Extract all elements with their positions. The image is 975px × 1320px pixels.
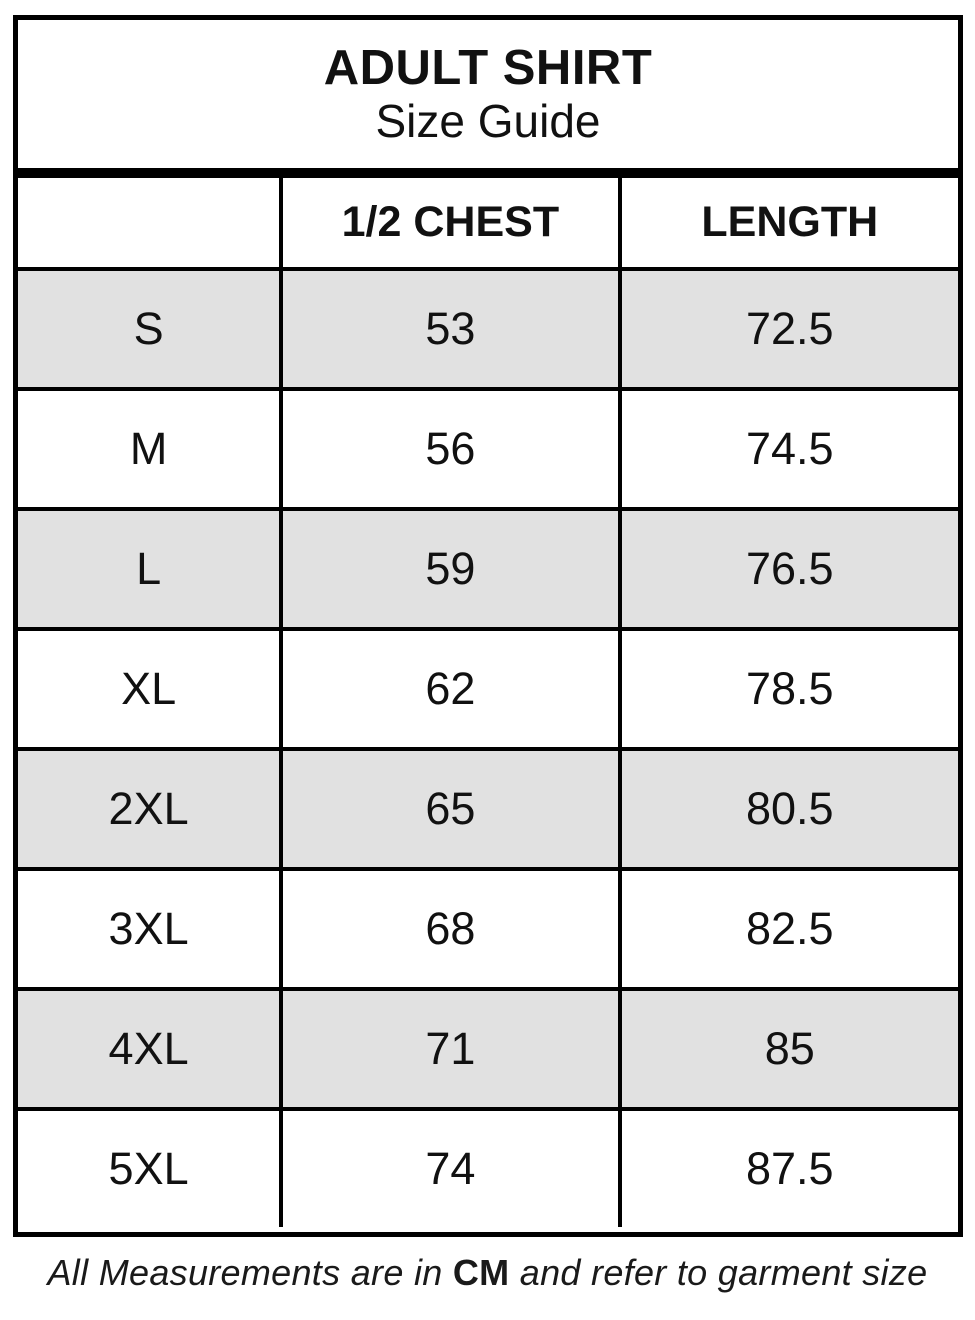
measurement-note-suffix: and refer to garment size (509, 1252, 928, 1293)
measurement-note: All Measurements are in CM and refer to … (0, 1252, 975, 1294)
cell-chest: 62 (279, 627, 620, 749)
cell-chest: 71 (279, 987, 620, 1109)
table-row: 3XL 68 82.5 (18, 867, 958, 989)
header-cell-size (18, 178, 282, 269)
cell-size: M (18, 387, 282, 509)
table-row: 4XL 71 85 (18, 987, 958, 1109)
cell-length: 74.5 (617, 387, 958, 509)
cell-size: 3XL (18, 867, 282, 989)
header-cell-chest: 1/2 CHEST (279, 178, 620, 269)
cell-chest: 56 (279, 387, 620, 509)
cell-length: 76.5 (617, 507, 958, 629)
cell-length: 85 (617, 987, 958, 1109)
size-table: 1/2 CHEST LENGTH S 53 72.5 M 56 74.5 L 5… (18, 178, 958, 1227)
cell-chest: 65 (279, 747, 620, 869)
table-row: 2XL 65 80.5 (18, 747, 958, 869)
title-block: ADULT SHIRT Size Guide (18, 20, 958, 168)
cell-size: S (18, 267, 282, 389)
cell-size: 4XL (18, 987, 282, 1109)
cell-size: XL (18, 627, 282, 749)
size-guide-card: ADULT SHIRT Size Guide 1/2 CHEST LENGTH … (13, 15, 963, 1237)
page-title: ADULT SHIRT (323, 40, 653, 95)
cell-size: L (18, 507, 282, 629)
measurement-unit: CM (452, 1252, 510, 1293)
measurement-note-prefix: All Measurements are in (47, 1252, 453, 1293)
cell-length: 78.5 (617, 627, 958, 749)
header-row: 1/2 CHEST LENGTH (18, 178, 958, 269)
table-row: XL 62 78.5 (18, 627, 958, 749)
cell-length: 80.5 (617, 747, 958, 869)
header-cell-length: LENGTH (617, 178, 958, 269)
cell-length: 72.5 (617, 267, 958, 389)
cell-size: 5XL (18, 1107, 282, 1227)
page-subtitle: Size Guide (375, 94, 601, 147)
cell-size: 2XL (18, 747, 282, 869)
cell-chest: 74 (279, 1107, 620, 1227)
cell-chest: 59 (279, 507, 620, 629)
cell-chest: 53 (279, 267, 620, 389)
table-row: L 59 76.5 (18, 507, 958, 629)
table-row: 5XL 74 87.5 (18, 1107, 958, 1227)
cell-length: 82.5 (617, 867, 958, 989)
table-row: S 53 72.5 (18, 267, 958, 389)
cell-length: 87.5 (617, 1107, 958, 1227)
table-row: M 56 74.5 (18, 387, 958, 509)
title-divider (18, 168, 958, 178)
cell-chest: 68 (279, 867, 620, 989)
